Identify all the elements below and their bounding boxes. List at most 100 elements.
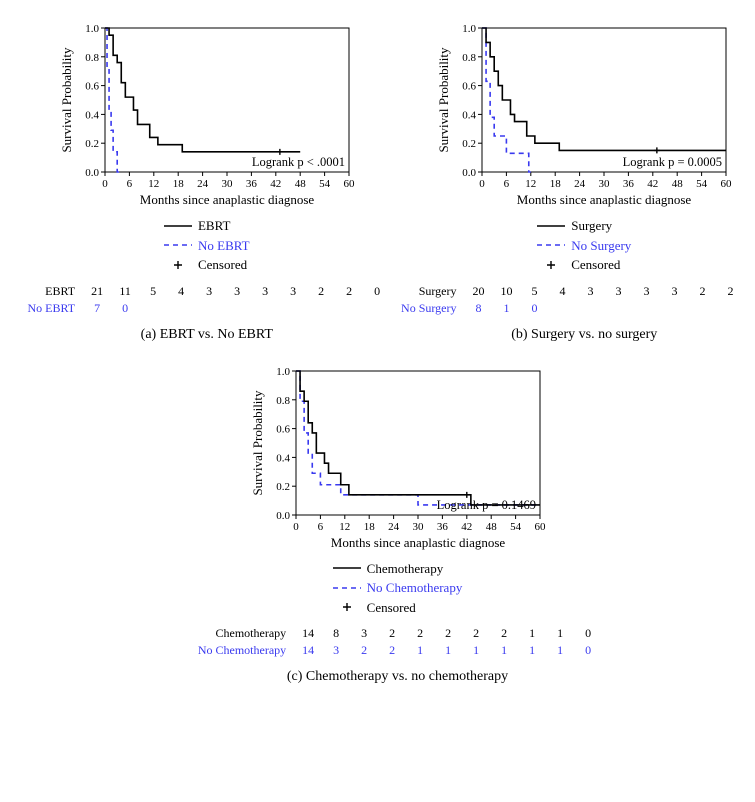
legend-swatch-solid <box>537 219 565 233</box>
svg-text:0: 0 <box>102 178 108 190</box>
risk-table-cell: 3 <box>661 283 689 300</box>
risk-table-cell: 2 <box>434 625 462 642</box>
risk-table-cell: 0 <box>521 300 549 317</box>
risk-table-cell: 1 <box>546 642 574 659</box>
panel-c: 0.00.20.40.60.81.006121824303642485460Su… <box>193 363 602 686</box>
svg-text:0.6: 0.6 <box>276 423 290 435</box>
svg-text:0: 0 <box>293 521 299 533</box>
risk-table-cell: 2 <box>335 283 363 300</box>
legend-swatch-censored <box>164 258 192 272</box>
legend-swatch-dashed <box>537 238 565 252</box>
svg-text:0: 0 <box>480 178 486 190</box>
risk-table-cell <box>745 300 755 317</box>
risk-table-cell: 0 <box>363 283 391 300</box>
risk-table-cell: 8 <box>465 300 493 317</box>
risk-table-label: No EBRT <box>22 300 83 317</box>
legend-row: Surgery <box>537 216 631 236</box>
svg-text:0.4: 0.4 <box>85 109 99 121</box>
svg-text:24: 24 <box>197 178 209 190</box>
svg-text:12: 12 <box>526 178 537 190</box>
legend-swatch-dashed <box>164 238 192 252</box>
logrank-label: Logrank p = 0.1469 <box>436 498 535 512</box>
svg-text:36: 36 <box>436 521 448 533</box>
risk-table-row: No Chemotherapy143221111110 <box>193 642 602 659</box>
risk-table-cell: 4 <box>549 283 577 300</box>
svg-text:42: 42 <box>270 178 281 190</box>
risk-table-cell: 0 <box>574 625 602 642</box>
risk-table-label: EBRT <box>22 283 83 300</box>
legend-label: Chemotherapy <box>367 559 444 579</box>
svg-text:60: 60 <box>534 521 546 533</box>
svg-text:24: 24 <box>574 178 586 190</box>
svg-text:48: 48 <box>485 521 497 533</box>
risk-table-cell: 3 <box>279 283 307 300</box>
risk-table-cell: 2 <box>350 642 378 659</box>
svg-text:0.6: 0.6 <box>463 81 477 93</box>
svg-text:6: 6 <box>317 521 323 533</box>
svg-text:0.0: 0.0 <box>85 167 99 179</box>
legend-row: Censored <box>164 255 250 275</box>
svg-text:6: 6 <box>504 178 510 190</box>
svg-text:30: 30 <box>412 521 424 533</box>
risk-table-cell: 8 <box>322 625 350 642</box>
legend-row: Chemotherapy <box>333 559 463 579</box>
risk-table-cell: 3 <box>577 283 605 300</box>
x-axis-label: Months since anaplastic diagnose <box>140 192 315 207</box>
risk-table-cell: 3 <box>322 642 350 659</box>
legend-label: No Chemotherapy <box>367 578 463 598</box>
risk-table-cell <box>335 300 363 317</box>
legend-row: Censored <box>537 255 631 275</box>
censored-mark <box>277 149 283 155</box>
risk-table-cell: 3 <box>223 283 251 300</box>
y-axis-label: Survival Probability <box>250 389 265 495</box>
panel-caption: (c) Chemotherapy vs. no chemotherapy <box>287 669 508 685</box>
panel-caption: (b) Surgery vs. no surgery <box>511 327 657 343</box>
risk-table-cell: 2 <box>490 625 518 642</box>
risk-table-cell: 3 <box>350 625 378 642</box>
svg-text:60: 60 <box>721 178 733 190</box>
censored-mark <box>654 147 660 153</box>
svg-text:1.0: 1.0 <box>276 366 290 378</box>
series1-line <box>482 28 726 150</box>
svg-text:0.0: 0.0 <box>463 167 477 179</box>
legend-label: Surgery <box>571 216 612 236</box>
panel-caption: (a) EBRT vs. No EBRT <box>141 327 273 343</box>
series1-line <box>105 28 300 152</box>
km-plot-b: 0.00.20.40.60.81.006121824303642485460Su… <box>434 20 734 210</box>
risk-table-row: No EBRT70 <box>22 300 391 317</box>
risk-table-cell: 1 <box>518 625 546 642</box>
risk-table-cell <box>195 300 223 317</box>
svg-text:48: 48 <box>294 178 306 190</box>
risk-table-cell: 3 <box>251 283 279 300</box>
svg-text:0.4: 0.4 <box>463 109 477 121</box>
legend-swatch-dashed <box>333 581 361 595</box>
svg-text:0.2: 0.2 <box>85 138 99 150</box>
legend-label: No EBRT <box>198 236 250 256</box>
svg-text:0.8: 0.8 <box>463 52 477 64</box>
risk-table-cell: 11 <box>111 283 139 300</box>
bottom-row: 0.00.20.40.60.81.006121824303642485460Su… <box>20 363 755 686</box>
risk-table-cell: 1 <box>490 642 518 659</box>
panel-b: 0.00.20.40.60.81.006121824303642485460Su… <box>396 20 755 343</box>
svg-text:1.0: 1.0 <box>463 23 477 35</box>
svg-text:0.8: 0.8 <box>85 52 99 64</box>
risk-table-cell: 2 <box>406 625 434 642</box>
svg-text:54: 54 <box>319 178 331 190</box>
risk-table-label: No Surgery <box>396 300 464 317</box>
risk-table-cell <box>307 300 335 317</box>
risk-table-cell: 1 <box>406 642 434 659</box>
risk-table-cell <box>549 300 577 317</box>
risk-table-cell <box>251 300 279 317</box>
risk-table-cell <box>689 300 717 317</box>
legend-swatch-solid <box>333 561 361 575</box>
x-axis-label: Months since anaplastic diagnose <box>330 535 505 550</box>
risk-table-cell: 5 <box>521 283 549 300</box>
risk-table-cell <box>577 300 605 317</box>
series1-line <box>296 371 540 505</box>
svg-text:30: 30 <box>599 178 611 190</box>
risk-table-cell: 4 <box>167 283 195 300</box>
risk-table-cell: 0 <box>111 300 139 317</box>
risk-table-cell: 1 <box>462 642 490 659</box>
risk-table-cell: 21 <box>83 283 111 300</box>
risk-table-cell <box>279 300 307 317</box>
